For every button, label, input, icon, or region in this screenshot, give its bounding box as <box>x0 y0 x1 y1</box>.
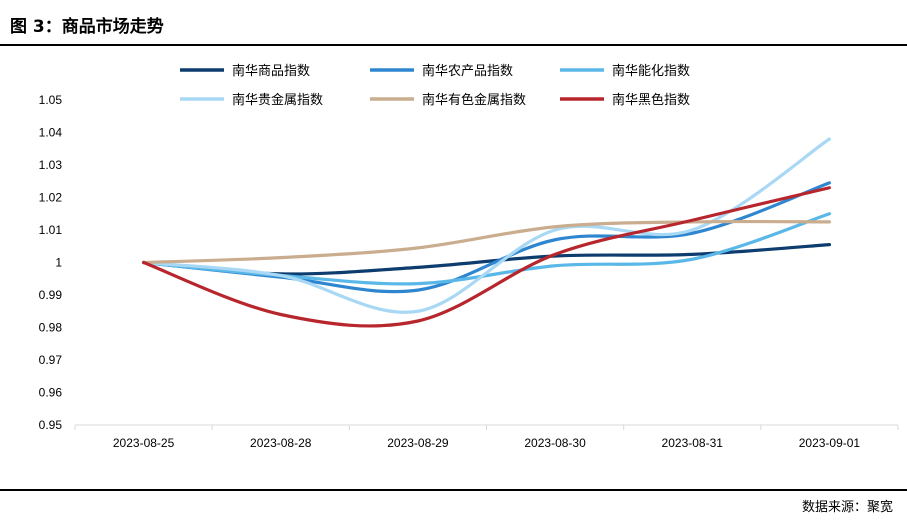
legend-label: 南华有色金属指数 <box>422 92 526 108</box>
legend-item: 南华能化指数 <box>560 63 690 79</box>
bottom-rule <box>0 489 907 491</box>
legend-label: 南华农产品指数 <box>422 63 513 79</box>
x-tick-label: 2023-09-01 <box>799 436 861 450</box>
legend-label: 南华能化指数 <box>612 63 690 79</box>
x-axis: 2023-08-25 2023-08-28 2023-08-29 2023-08-30… <box>74 424 899 450</box>
legend-item: 南华黑色指数 <box>560 92 690 108</box>
y-tick-label: 0.99 <box>39 288 63 302</box>
legend-item: 南华商品指数 <box>180 63 310 79</box>
y-tick-label: 1.01 <box>39 223 63 237</box>
legend-label: 南华贵金属指数 <box>232 92 323 108</box>
data-source: 数据来源：聚宽 <box>801 500 893 515</box>
x-tick-label: 2023-08-28 <box>250 436 312 450</box>
y-tick-label: 0.97 <box>39 353 63 367</box>
series-line-6 <box>141 186 832 328</box>
x-tick-label: 2023-08-30 <box>524 436 586 450</box>
figure-title: 图 3：商品市场走势 <box>10 17 164 37</box>
y-tick-label: 1.02 <box>39 191 63 205</box>
legend-item: 南华贵金属指数 <box>180 92 323 108</box>
y-axis: 0.95 0.96 0.97 0.98 0.99 1 1.01 1.02 1.03 1.04 1.0… <box>39 93 63 432</box>
y-tick-label: 0.96 <box>39 386 63 400</box>
legend-item: 南华农产品指数 <box>370 63 513 79</box>
legend-label: 南华黑色指数 <box>612 92 690 108</box>
series-group <box>141 137 832 328</box>
legend-item: 南华有色金属指数 <box>370 92 526 108</box>
x-tick-label: 2023-08-29 <box>387 436 449 450</box>
y-tick-label: 0.98 <box>39 321 63 335</box>
y-tick-label: 1.05 <box>39 93 63 107</box>
x-tick-label: 2023-08-25 <box>113 436 175 450</box>
y-tick-label: 1.04 <box>39 126 63 140</box>
y-tick-label: 1 <box>55 256 62 270</box>
y-tick-label: 0.95 <box>39 418 63 432</box>
series-line-5 <box>141 219 832 265</box>
chart-header: 图 3：商品市场走势 <box>0 0 907 46</box>
top-rule <box>0 44 907 46</box>
x-tick-label: 2023-08-31 <box>662 436 724 450</box>
legend-label: 南华商品指数 <box>232 63 310 79</box>
y-tick-label: 1.03 <box>39 158 63 172</box>
series-line-4 <box>141 137 832 314</box>
